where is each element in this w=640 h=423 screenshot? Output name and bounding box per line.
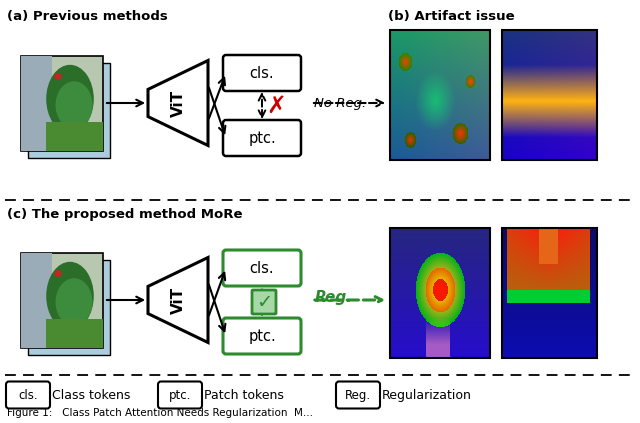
FancyBboxPatch shape [223, 250, 301, 286]
Text: ptc.: ptc. [248, 131, 276, 146]
Bar [502, 228, 597, 358]
FancyBboxPatch shape [223, 120, 301, 156]
Ellipse shape [46, 65, 94, 133]
Text: ✗: ✗ [266, 93, 286, 118]
FancyBboxPatch shape [336, 382, 380, 409]
Bar [45, 319, 103, 348]
Text: cls.: cls. [250, 66, 275, 80]
Text: cls.: cls. [250, 261, 275, 275]
Text: Regularization: Regularization [382, 388, 472, 401]
Bar [45, 122, 103, 151]
Text: No Reg.: No Reg. [314, 96, 366, 110]
Bar [21, 55, 52, 151]
FancyBboxPatch shape [158, 382, 202, 409]
Text: (c) The proposed method MoRe: (c) The proposed method MoRe [7, 208, 243, 221]
Text: Class tokens: Class tokens [52, 388, 131, 401]
Bar [390, 228, 490, 358]
Ellipse shape [56, 81, 92, 129]
Ellipse shape [46, 262, 94, 330]
Bar [21, 253, 52, 348]
Circle shape [54, 270, 61, 277]
FancyBboxPatch shape [6, 382, 50, 409]
Text: Patch tokens: Patch tokens [204, 388, 284, 401]
Text: Reg.: Reg. [315, 289, 353, 305]
Text: cls.: cls. [18, 388, 38, 401]
Text: ptc.: ptc. [169, 388, 191, 401]
Text: (b) Artifact issue: (b) Artifact issue [388, 10, 515, 23]
Text: ptc.: ptc. [248, 329, 276, 343]
Bar [21, 55, 103, 151]
Bar [28, 259, 110, 354]
Text: ViT: ViT [170, 89, 186, 117]
FancyBboxPatch shape [223, 318, 301, 354]
Circle shape [54, 73, 61, 80]
Text: ✓: ✓ [256, 292, 272, 311]
Text: ViT: ViT [170, 286, 186, 313]
FancyBboxPatch shape [252, 290, 276, 314]
Ellipse shape [56, 278, 92, 326]
Text: (a) Previous methods: (a) Previous methods [7, 10, 168, 23]
Text: Figure 1:   Class Patch Attention Needs Regularization  M...: Figure 1: Class Patch Attention Needs Re… [7, 408, 313, 418]
FancyBboxPatch shape [223, 55, 301, 91]
Text: Reg.: Reg. [345, 388, 371, 401]
Bar [390, 30, 490, 160]
Bar [21, 253, 103, 348]
Bar [502, 30, 597, 160]
Bar [28, 63, 110, 157]
